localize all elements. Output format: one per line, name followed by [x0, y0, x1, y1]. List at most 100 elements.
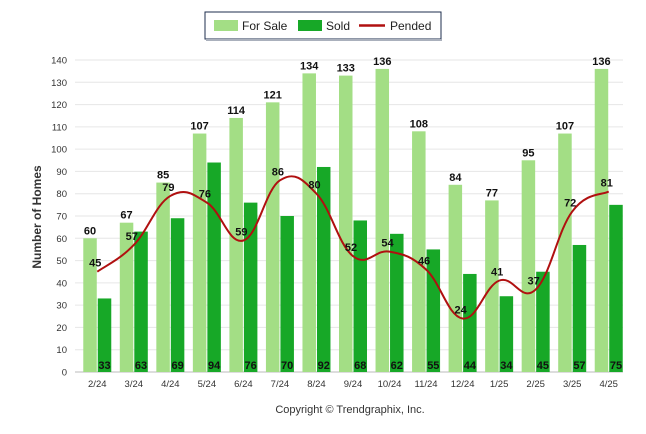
sold-value-label: 75 — [610, 360, 622, 372]
x-tick-label: 7/24 — [271, 379, 290, 390]
for-sale-value-label: 95 — [522, 147, 534, 159]
for-sale-value-label: 134 — [300, 60, 319, 72]
pended-series-line — [96, 175, 610, 320]
sold-value-label: 68 — [354, 360, 366, 372]
for-sale-value-label: 108 — [410, 118, 428, 130]
for-sale-value-label: 67 — [120, 210, 132, 222]
x-tick-label: 12/24 — [451, 379, 475, 390]
bar-sold — [280, 216, 294, 372]
bar-for-sale — [521, 160, 536, 372]
bar-sold — [463, 273, 477, 372]
for-sale-value-label: 107 — [190, 121, 208, 133]
x-tick-label: 8/24 — [307, 379, 326, 390]
data-labels: 60 33 67 63 85 69 107 94 114 76 121 70 134 92 133 68 136… — [84, 56, 622, 372]
bar-sold — [536, 271, 550, 372]
bar-for-sale — [192, 133, 207, 372]
for-sale-value-label: 84 — [449, 172, 462, 184]
for-sale-value-label: 133 — [337, 63, 355, 75]
bar-for-sale — [375, 68, 390, 373]
pended-value-label: 76 — [199, 189, 211, 201]
pended-value-label: 37 — [528, 276, 540, 288]
bar-for-sale — [412, 131, 426, 372]
legend-box — [204, 11, 442, 40]
bar-sold — [134, 231, 148, 372]
bar-for-sale — [229, 117, 243, 372]
y-tick-label: 90 — [56, 167, 67, 178]
legend-label: Sold — [326, 19, 350, 33]
y-tick-label: 80 — [56, 189, 67, 200]
for-sale-value-label: 121 — [264, 89, 282, 101]
legend: For Sale Sold Pended — [204, 11, 442, 41]
bar-for-sale — [558, 133, 572, 372]
legend-label: Pended — [390, 19, 431, 33]
x-tick-label: 2/24 — [88, 379, 107, 390]
y-tick-label: 110 — [52, 122, 67, 133]
sold-value-label: 63 — [135, 360, 147, 372]
sold-value-label: 33 — [98, 360, 110, 372]
bar-for-sale — [302, 73, 316, 372]
sold-value-label: 69 — [171, 360, 183, 372]
y-tick-label: 70 — [56, 212, 67, 223]
pended-value-label: 52 — [345, 242, 357, 254]
sold-value-label: 45 — [537, 360, 549, 372]
sold-value-label: 34 — [500, 360, 513, 372]
sold-value-label: 44 — [464, 360, 477, 372]
x-tick-label: 4/24 — [161, 379, 180, 390]
sold-value-label: 62 — [391, 360, 403, 372]
bar-sold — [97, 298, 112, 372]
for-sale-value-label: 136 — [592, 56, 610, 68]
y-tick-label: 50 — [56, 256, 67, 267]
legend-swatch — [298, 20, 322, 31]
bar-sold — [316, 166, 331, 372]
pended-line — [96, 175, 610, 320]
bar-sold — [499, 296, 514, 372]
pended-value-label: 45 — [89, 258, 101, 270]
pended-value-label: 41 — [491, 267, 503, 279]
pended-value-label: 46 — [418, 255, 430, 267]
y-tick-label: 40 — [56, 278, 67, 289]
bar-for-sale — [156, 182, 170, 372]
bar-sold — [243, 202, 258, 372]
x-tick-label: 10/24 — [378, 379, 402, 390]
x-tick-label: 3/25 — [563, 379, 582, 390]
pended-value-label: 81 — [601, 177, 613, 189]
y-tick-label: 10 — [56, 345, 67, 356]
x-tick-label: 2/25 — [526, 379, 545, 390]
pended-value-label: 79 — [162, 182, 174, 194]
x-tick-label: 6/24 — [234, 379, 253, 390]
for-sale-value-label: 60 — [84, 225, 96, 237]
pended-value-label: 80 — [308, 180, 320, 192]
sold-value-label: 92 — [318, 360, 330, 372]
y-axis-title: Number of Homes — [30, 165, 44, 269]
y-tick-label: 100 — [51, 145, 67, 156]
bars — [83, 68, 623, 373]
bar-for-sale — [594, 68, 609, 373]
y-tick-label: 130 — [51, 78, 67, 89]
sold-value-label: 76 — [245, 360, 257, 372]
bar-for-sale — [265, 102, 280, 372]
pended-value-label: 86 — [272, 166, 284, 178]
x-axis: 2/24 3/24 4/24 5/24 6/24 7/24 8/24 9/24 10/24 11/… — [88, 379, 618, 390]
for-sale-value-label: 136 — [373, 56, 391, 68]
x-tick-label: 5/24 — [198, 379, 217, 390]
for-sale-value-label: 85 — [157, 170, 169, 182]
bar-sold — [572, 244, 587, 372]
y-tick-label: 140 — [51, 56, 67, 67]
bar-sold — [609, 204, 623, 372]
y-tick-label: 60 — [56, 234, 67, 245]
sold-value-label: 70 — [281, 360, 293, 372]
sold-value-label: 57 — [573, 360, 585, 372]
sold-value-label: 55 — [427, 360, 439, 372]
x-tick-label: 3/24 — [125, 379, 144, 390]
y-tick-label: 0 — [62, 368, 67, 379]
legend-label: For Sale — [242, 19, 288, 33]
bar-for-sale — [119, 222, 134, 372]
bar-sold — [170, 218, 185, 372]
copyright-text: Copyright © Trendgraphix, Inc. — [275, 404, 424, 416]
pended-value-label: 54 — [381, 238, 394, 250]
x-tick-label: 4/25 — [599, 379, 618, 390]
x-tick-label: 9/24 — [344, 379, 363, 390]
pended-value-label: 59 — [235, 227, 247, 239]
bar-for-sale — [83, 238, 97, 372]
